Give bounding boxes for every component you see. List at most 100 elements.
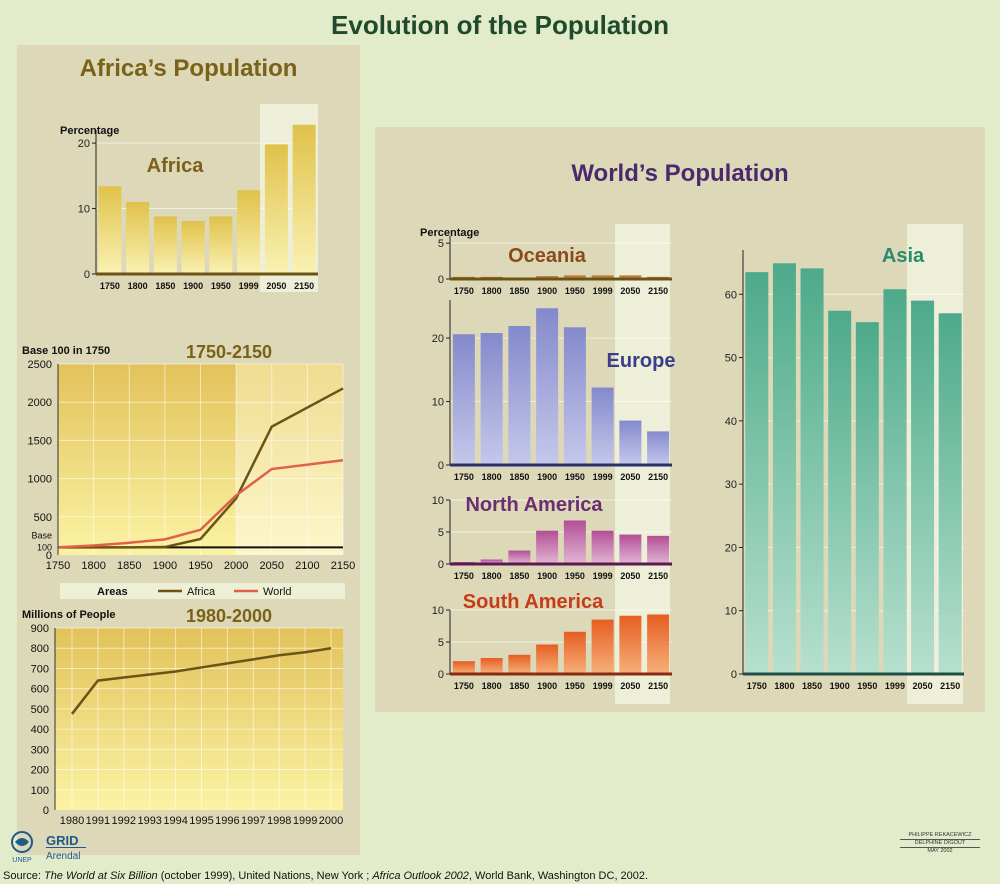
south-america-share-bar	[619, 615, 642, 674]
oceania-share-xtick-label: 1850	[509, 286, 529, 296]
africa-share-bar	[126, 202, 150, 274]
north-america-share-bar	[480, 559, 503, 564]
growth-ytick-label: 2000	[28, 397, 52, 409]
asia-share-ytick-label: 0	[731, 669, 737, 681]
north-america-share-xtick-label: 1800	[482, 571, 502, 581]
unep-logo: UNEP	[11, 831, 33, 864]
europe-share-xtick-label: 2050	[620, 472, 640, 482]
recent-xtick-label: 1993	[137, 815, 161, 827]
south-america-share-ytick-label: 5	[438, 637, 444, 649]
south-america-share-xtick-label: 1850	[509, 681, 529, 691]
europe-share-xtick-label: 1850	[509, 472, 529, 482]
south-america-share-title: South America	[463, 591, 604, 613]
oceania-share-bar	[563, 275, 586, 279]
africa-share-xtick-label: 1900	[183, 281, 203, 291]
recent-xtick-label: 1998	[267, 815, 291, 827]
europe-share-xtick-label: 1999	[593, 472, 613, 482]
recent-xtick-label: 1995	[189, 815, 213, 827]
south-america-share-ytick-label: 0	[438, 669, 444, 681]
growth-ytick-label: 1000	[28, 474, 52, 486]
grid-logo-top: GRID	[46, 833, 79, 848]
recent-title: 1980-2000	[186, 606, 272, 626]
europe-share-title: Europe	[607, 350, 676, 372]
source-book-2: Africa Outlook 2002	[372, 870, 469, 882]
growth-xtick-label: 2000	[224, 560, 248, 572]
africa-share-bar	[153, 216, 177, 274]
asia-share-bar	[855, 322, 879, 674]
source-book-1: The World at Six Billion	[43, 870, 158, 882]
europe-share-xtick-label: 2150	[648, 472, 668, 482]
asia-share-ytick-label: 30	[725, 479, 737, 491]
north-america-share-bar	[536, 530, 559, 564]
africa-share-xtick-label: 1950	[211, 281, 231, 291]
oceania-share-xtick-label: 1750	[454, 286, 474, 296]
asia-share-ytick-label: 60	[725, 289, 737, 301]
recent-ylabel: Millions of People	[22, 609, 116, 621]
asia-share-xtick-label: 2150	[940, 681, 960, 691]
credit-line-3: MAY 2002	[900, 847, 980, 855]
europe-share-xtick-label: 1950	[565, 472, 585, 482]
asia-share-bar	[828, 310, 852, 674]
europe-share-bar	[480, 333, 503, 465]
growth-plot-area-projection	[236, 364, 343, 555]
growth-ylabel: Base 100 in 1750	[22, 345, 110, 357]
africa-share-xtick-label: 1850	[155, 281, 175, 291]
africa-share-xtick-label: 1750	[100, 281, 120, 291]
north-america-share-xtick-label: 1900	[537, 571, 557, 581]
europe-share-bar	[591, 387, 614, 465]
asia-share-ytick-label: 10	[725, 606, 737, 618]
south-america-share-xtick-label: 1750	[454, 681, 474, 691]
asia-share-bar	[938, 313, 962, 674]
oceania-share-ytick-label: 5	[438, 238, 444, 250]
oceania-share-xtick-label: 2150	[648, 286, 668, 296]
asia-share-ytick-label: 50	[725, 353, 737, 365]
recent-ytick-label: 300	[31, 744, 49, 756]
growth-base-label: Base	[31, 530, 52, 540]
oceania-share-ylabel: Percentage	[420, 227, 479, 239]
growth-base-value: 100	[37, 542, 52, 552]
africa-share-ylabel: Percentage	[60, 125, 119, 137]
credit-line-1: PHILIPPE REKACEWICZ	[908, 832, 972, 838]
africa-share-bar	[181, 220, 205, 274]
recent-xtick-label: 1997	[241, 815, 265, 827]
africa-share-xtick-label: 2150	[294, 281, 314, 291]
asia-share-bar	[772, 263, 796, 674]
south-america-share-xtick-label: 1800	[482, 681, 502, 691]
growth-title: 1750-2150	[186, 342, 272, 362]
africa-section-title: Africa’s Population	[79, 55, 298, 82]
europe-share-xtick-label: 1750	[454, 472, 474, 482]
grid-arendal-logo: GRID Arendal	[46, 833, 86, 862]
oceania-share-title: Oceania	[508, 245, 587, 267]
growth-ytick-label: 500	[34, 512, 52, 524]
recent-xtick-label: 1991	[86, 815, 110, 827]
north-america-share-xtick-label: 1999	[593, 571, 613, 581]
south-america-share-bar	[563, 631, 586, 674]
south-america-share-xtick-label: 1900	[537, 681, 557, 691]
source-part-3: , World Bank, Washington DC, 2002.	[468, 870, 649, 882]
recent-xtick-label: 2000	[319, 815, 343, 827]
legend-title: Areas	[97, 586, 128, 598]
north-america-share-xtick-label: 2050	[620, 571, 640, 581]
legend-label-world: World	[263, 586, 292, 598]
south-america-share-bar	[452, 661, 475, 674]
oceania-share-xtick-label: 2050	[620, 286, 640, 296]
north-america-share-bar	[647, 535, 670, 564]
source-prefix: Source:	[3, 870, 44, 882]
asia-share-xtick-label: 1800	[774, 681, 794, 691]
oceania-share-bar	[591, 275, 614, 279]
europe-share-bar	[619, 420, 642, 465]
asia-share-bar	[883, 289, 907, 674]
legend-box	[60, 583, 345, 599]
unep-label: UNEP	[12, 857, 32, 864]
africa-share-bar	[209, 216, 233, 274]
north-america-share-ytick-label: 0	[438, 559, 444, 571]
source-note: Source: The World at Six Billion (octobe…	[3, 870, 648, 882]
author-credit: PHILIPPE REKACEWICZ DELPHINE DIGOUT MAY …	[900, 832, 980, 855]
europe-share-xtick-label: 1900	[537, 472, 557, 482]
europe-share-xtick-label: 1800	[482, 472, 502, 482]
europe-share-bar	[647, 431, 670, 465]
recent-xtick-label: 1992	[112, 815, 136, 827]
asia-share-xtick-label: 1900	[830, 681, 850, 691]
europe-share-bar	[452, 334, 475, 465]
